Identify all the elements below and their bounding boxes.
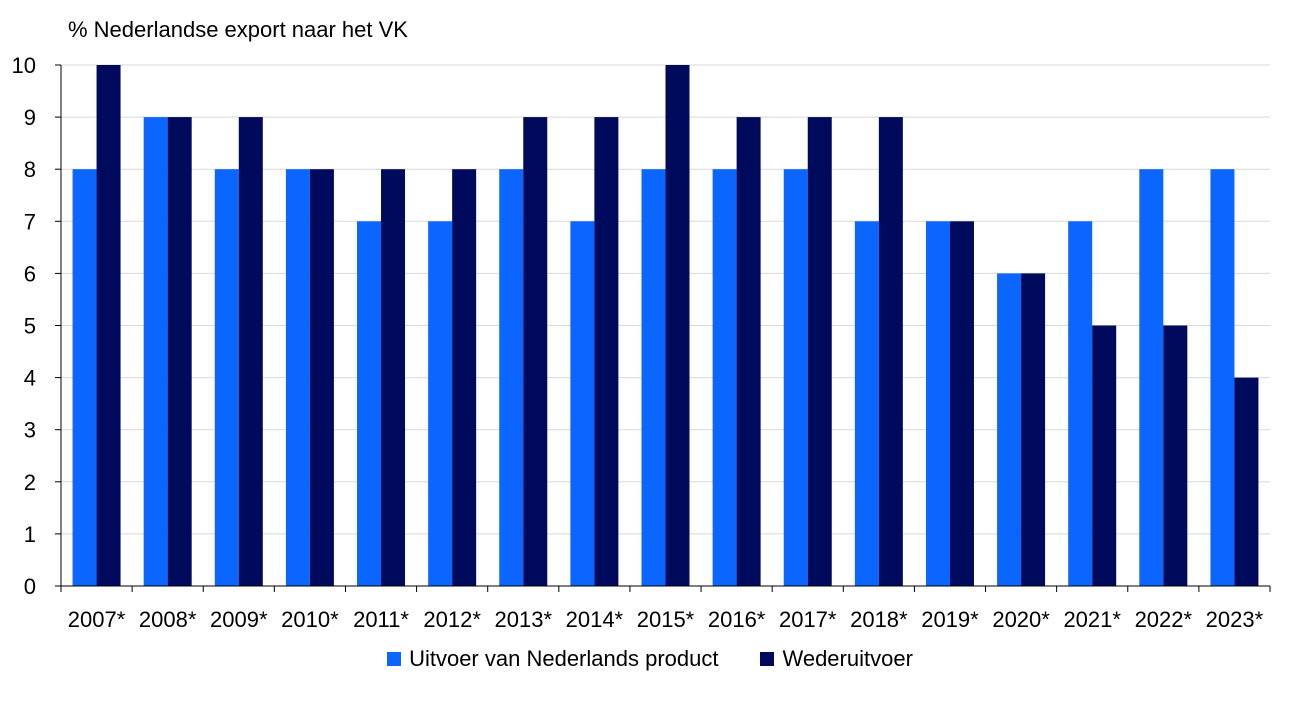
bar <box>925 221 950 587</box>
x-tick-label: 2020* <box>992 607 1050 632</box>
x-tick-label: 2015* <box>637 607 695 632</box>
bar <box>736 117 761 586</box>
bar <box>997 273 1022 586</box>
x-tick-label: 2010* <box>281 607 339 632</box>
bar <box>594 117 619 586</box>
bar <box>783 169 808 586</box>
x-tick-label: 2013* <box>495 607 553 632</box>
y-tick-label: 3 <box>24 418 36 443</box>
x-tick-label: 2023* <box>1206 607 1264 632</box>
bar <box>214 169 239 586</box>
chart-plot: 0 1 2 3 4 5 6 7 8 9 10 2007* 2008* 2009* 2010* 2011* 201… <box>12 53 1271 632</box>
bar <box>641 169 666 586</box>
legend-label: Wederuitvoer <box>782 646 913 671</box>
bar <box>1210 169 1235 586</box>
legend-swatch <box>760 652 775 666</box>
bar <box>96 65 121 586</box>
y-tick-label: 1 <box>24 522 36 547</box>
bar <box>1092 325 1117 586</box>
x-tick-label: 2019* <box>921 607 979 632</box>
y-tick-label: 9 <box>24 105 36 130</box>
legend-swatch <box>387 652 402 666</box>
bar <box>143 117 168 586</box>
bar <box>381 169 406 586</box>
x-tick-label: 2017* <box>779 607 837 632</box>
bar <box>285 169 310 586</box>
y-tick-label: 7 <box>24 209 36 234</box>
legend-item: Wederuitvoer <box>760 646 913 672</box>
x-tick-label: 2016* <box>708 607 766 632</box>
x-tick-label: 2014* <box>566 607 624 632</box>
bar <box>949 221 974 587</box>
legend: Uitvoer van Nederlands product Wederuitvo… <box>0 646 1300 672</box>
y-axis-title: % Nederlandse export naar het VK <box>68 17 408 42</box>
x-tick-label: 2009* <box>210 607 268 632</box>
bar <box>570 221 595 587</box>
bar <box>854 221 879 587</box>
bar <box>452 169 477 586</box>
legend-item: Uitvoer van Nederlands product <box>387 646 718 672</box>
bar <box>167 117 192 586</box>
bar <box>499 169 524 586</box>
legend-label: Uitvoer van Nederlands product <box>409 646 719 671</box>
bar <box>1068 221 1093 587</box>
x-tick-label: 2018* <box>850 607 908 632</box>
bar <box>1139 169 1164 586</box>
x-tick-label: 2007* <box>68 607 126 632</box>
y-tick-label: 2 <box>24 470 36 495</box>
y-tick-label: 5 <box>24 314 36 339</box>
bar <box>712 169 737 586</box>
y-tick-label: 4 <box>24 366 36 391</box>
y-tick-label: 8 <box>24 157 36 182</box>
bar <box>1021 273 1046 586</box>
y-tick-label: 0 <box>24 574 36 599</box>
x-tick-label: 2012* <box>423 607 481 632</box>
y-tick-label: 10 <box>12 53 36 78</box>
bar <box>665 65 690 586</box>
x-tick-label: 2011* <box>353 607 409 632</box>
bar <box>238 117 263 586</box>
x-tick-label: 2022* <box>1135 607 1193 632</box>
bar <box>72 169 97 586</box>
y-tick-label: 6 <box>24 261 36 286</box>
bar <box>523 117 548 586</box>
bar <box>357 221 382 587</box>
bar <box>428 221 453 587</box>
bar <box>1163 325 1188 586</box>
x-tick-label: 2008* <box>139 607 197 632</box>
bar <box>807 117 832 586</box>
bar <box>309 169 334 586</box>
bar <box>1234 377 1259 586</box>
bar <box>878 117 903 586</box>
x-tick-label: 2021* <box>1063 607 1121 632</box>
